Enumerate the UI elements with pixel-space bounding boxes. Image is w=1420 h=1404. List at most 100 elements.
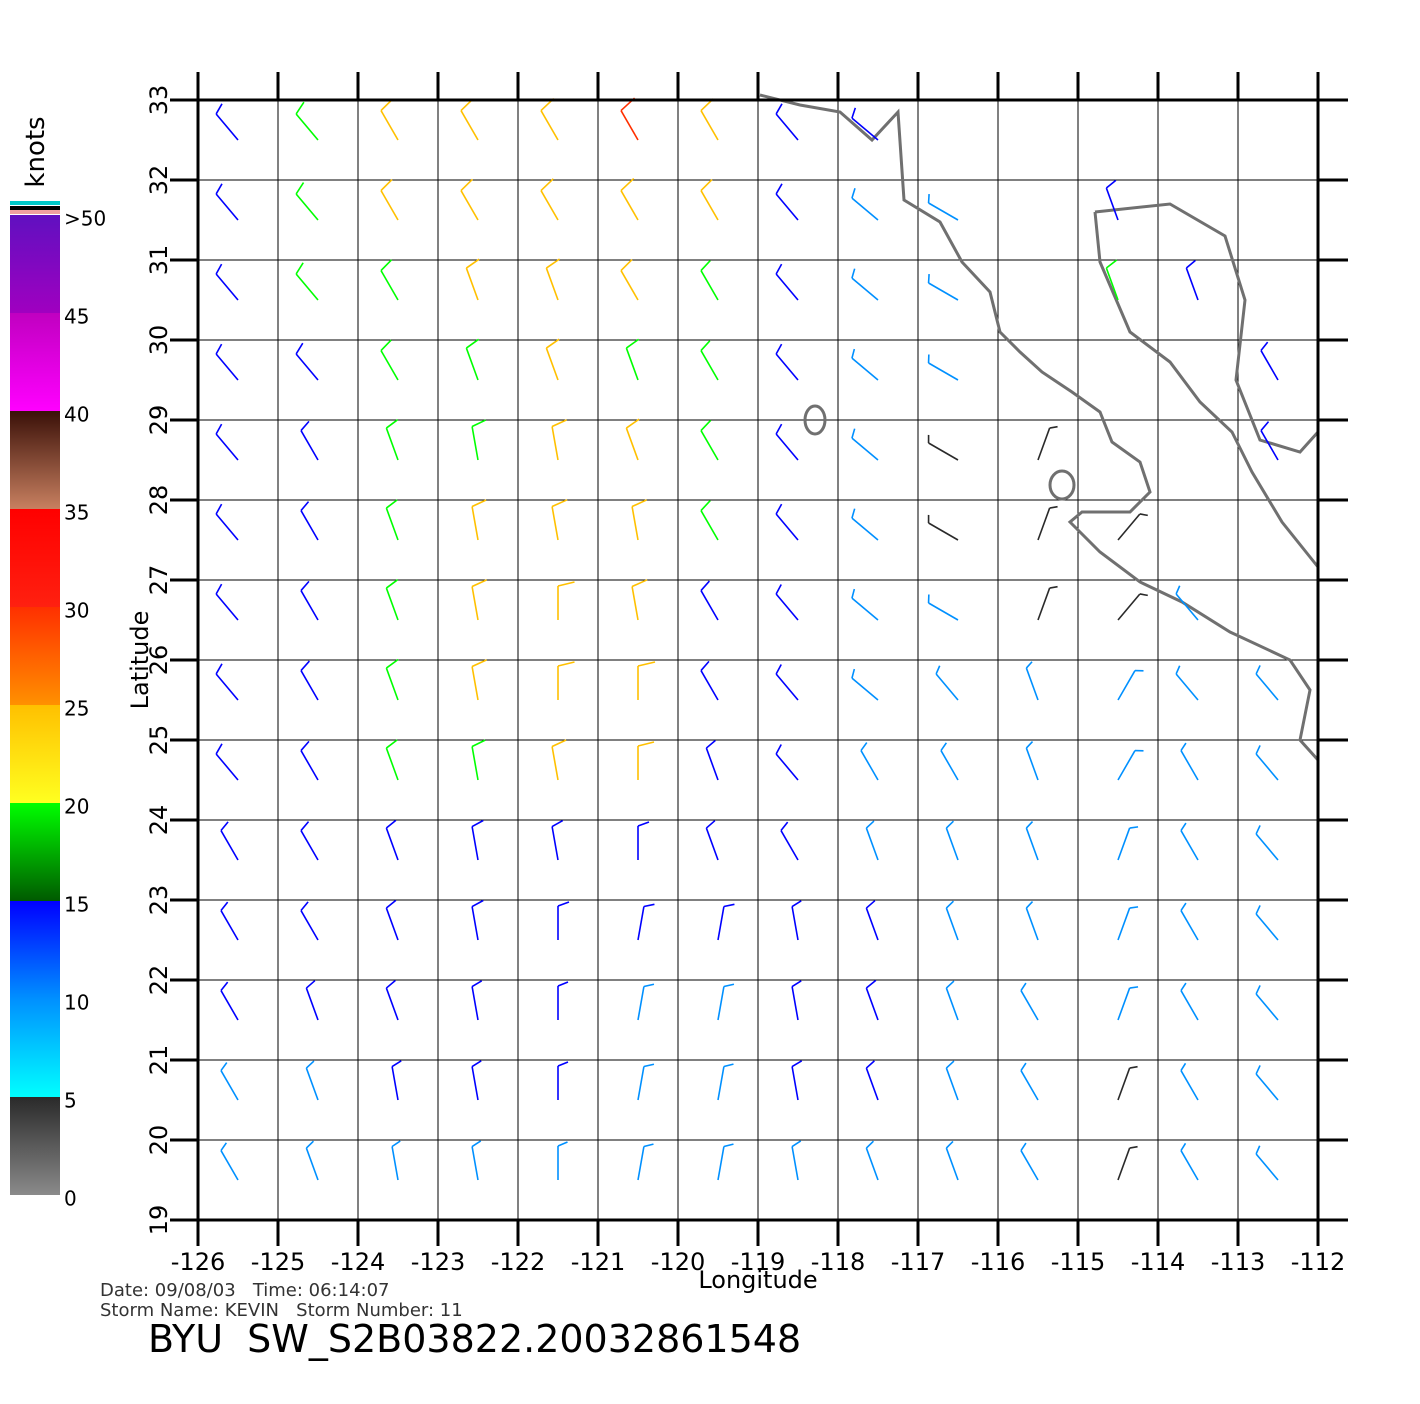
wind-barb [776,664,798,700]
barb-feather [1186,261,1195,269]
barb-staff [1118,1068,1130,1100]
wind-barb [1118,594,1148,620]
wind-barb [386,420,398,460]
barb-staff [852,358,878,380]
barb-staff [221,911,238,940]
barb-staff [541,111,558,140]
colorbar-tick-label: >50 [64,207,106,231]
wind-barb [866,901,878,940]
barb-staff [306,1068,318,1100]
barb-feather [472,740,485,746]
wind-barb [1256,905,1278,940]
colorbar-segment [10,509,60,607]
barb-feather [381,260,392,271]
x-axis-label: Longitude [698,1266,817,1294]
barb-staff [632,507,638,540]
barb-feather [1130,827,1138,828]
wind-barb [558,1142,568,1180]
barb-feather [929,274,930,283]
barb-staff [221,1071,238,1100]
barb-staff [1038,588,1050,620]
barb-feather [852,269,855,278]
footer-date: Date: 09/08/03 Time: 06:14:07 [100,1280,390,1301]
colorbar-segment [10,411,60,509]
barb-staff [392,1147,398,1180]
wind-barb [1256,745,1278,780]
barb-feather [1026,662,1032,668]
barb-staff [706,748,718,780]
wind-barb [946,1141,958,1180]
wind-barb [461,179,478,220]
barb-feather [386,660,398,669]
barb-feather [381,340,391,350]
barb-staff [1256,1154,1278,1180]
barb-staff [701,671,718,700]
barb-feather [1021,1143,1026,1150]
barb-staff [546,348,558,380]
barb-staff [776,354,798,380]
wind-barb [386,660,398,700]
barb-staff [472,587,478,620]
y-tick-label: 29 [145,405,173,436]
barb-staff [1026,908,1038,940]
barb-staff [701,271,718,300]
wind-barb [852,188,878,220]
wind-barb [381,260,398,300]
x-tick-label: -123 [411,1248,465,1276]
barb-feather [1140,514,1148,515]
barb-staff [1118,988,1130,1020]
wind-barb [1181,903,1198,940]
barb-staff [386,508,398,540]
wind-barb [632,580,647,620]
wind-barb [852,509,878,540]
wind-barb [1106,180,1118,220]
barb-staff [621,271,638,300]
barb-feather [852,108,855,118]
barb-staff [852,598,878,620]
barb-feather [701,180,712,191]
barb-staff [1118,1148,1130,1180]
barb-staff [929,363,958,380]
barb-staff [632,587,638,620]
wind-barb [296,102,318,140]
wind-barb [929,274,958,300]
y-tick-label: 32 [145,165,173,196]
barb-staff [776,514,798,540]
colorbar-tick-label: 35 [64,501,89,525]
barb-feather [644,984,654,986]
barb-staff [1118,908,1130,940]
barb-staff [216,434,238,460]
wind-barb [946,981,958,1020]
barb-feather [386,981,395,989]
barb-staff [221,1151,238,1180]
wind-barb [718,1144,733,1180]
barb-feather [866,980,875,988]
barb-staff [216,674,238,700]
barb-staff [1038,428,1050,460]
x-tick-label: -121 [571,1248,625,1276]
y-axis-label: Latitude [126,611,154,710]
wind-barb [792,981,801,1020]
wind-barb [792,1141,801,1180]
barb-staff [216,514,238,540]
barb-staff [216,114,238,140]
barb-feather [1181,1063,1185,1070]
barb-staff [776,674,798,700]
wind-barb [866,980,878,1020]
barb-feather [472,900,483,906]
barb-staff [466,268,478,300]
barb-staff [1026,828,1038,860]
barb-feather [946,1141,953,1148]
barb-feather [216,264,221,274]
wind-barb [929,435,958,460]
axes: -126-125-124-123-122-121-120-119-118-117… [145,72,1348,1276]
barb-staff [776,194,798,220]
wind-barb [386,740,398,780]
barb-feather [296,263,303,274]
x-tick-label: -118 [811,1248,865,1276]
barb-feather [861,743,867,751]
barb-staff [301,511,318,540]
barb-staff [1181,991,1198,1020]
wind-barb [216,664,238,700]
wind-barb [1256,665,1278,700]
